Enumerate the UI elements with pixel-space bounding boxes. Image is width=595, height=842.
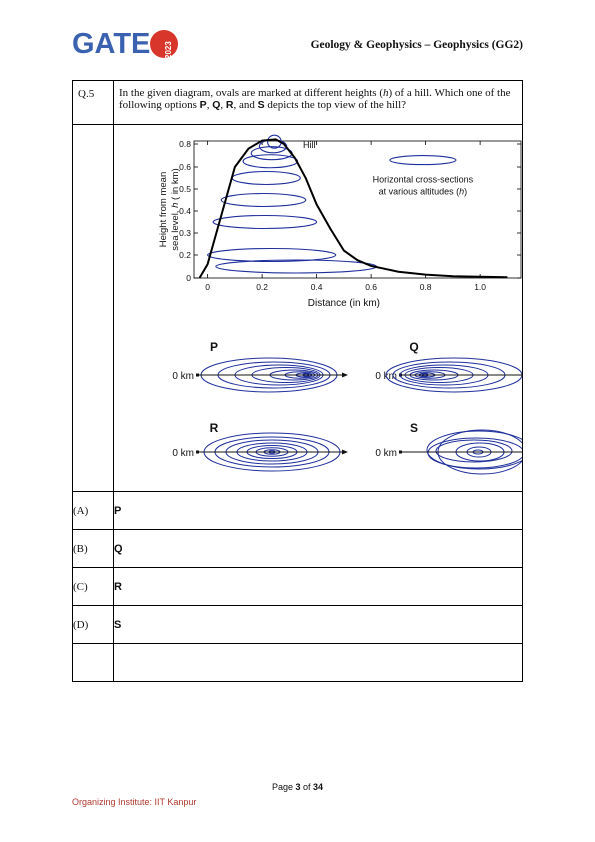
question-option-s: S <box>257 99 265 111</box>
page-current: 3 <box>295 782 301 792</box>
option-panel-p: P 0 km <box>172 340 348 393</box>
question-text-h: h <box>383 87 389 99</box>
x-axis-label: Distance (in km) <box>308 298 380 309</box>
option-row-a[interactable]: (A) P <box>72 491 523 530</box>
y-tick-label: 0.6 <box>179 162 191 172</box>
y-tick-label: 0.5 <box>179 184 191 194</box>
top-view-oval <box>385 357 522 393</box>
figure-row: 0 0.2 0.3 0.4 0.5 0.6 0.8 0 0.2 0.4 0.6 0.8 1.0 Hill H… <box>72 124 523 492</box>
axis-arrow-icon <box>342 449 348 455</box>
question-row: Q.5 In the given diagram, ovals are mark… <box>72 80 523 125</box>
question-table: Q.5 In the given diagram, ovals are mark… <box>72 80 523 682</box>
question-option-r: R <box>225 99 234 111</box>
option-panel-s: S 0 km <box>375 421 522 475</box>
gate-logo: GATE 2023 <box>72 28 182 68</box>
origin-marker <box>196 450 199 454</box>
legend-label: at various altitudes (h) <box>379 186 468 196</box>
option-panel-q: Q0 km <box>375 340 522 393</box>
paper-title: Geology & Geophysics – Geophysics (GG2) <box>310 39 523 51</box>
option-d-label: (D) <box>72 605 114 644</box>
question-text-sep: , and <box>233 99 258 111</box>
y-tick-label: 0.2 <box>179 250 191 260</box>
logo-text: GATE <box>72 28 151 60</box>
legend-label-part: ) <box>464 186 467 196</box>
legend-label: Horizontal cross-sections <box>373 174 474 184</box>
plot-frame <box>193 140 522 279</box>
empty-row <box>72 643 523 682</box>
options-figure: P 0 km Q0 km R 0 km S 0 km <box>172 340 522 475</box>
option-a-text[interactable]: P <box>113 491 523 530</box>
option-b-label: (B) <box>72 529 114 568</box>
hill-label: Hill <box>303 140 316 150</box>
logo-year: 2023 <box>164 41 173 59</box>
zero-km-label: 0 km <box>172 448 194 459</box>
cross-section-oval <box>215 259 378 274</box>
hill-curve <box>198 138 508 279</box>
cross-section-oval <box>220 192 307 208</box>
origin-marker <box>399 450 402 454</box>
origin-marker <box>196 373 199 377</box>
y-axis-label-part: h <box>170 203 181 208</box>
hill-chart: 0 0.2 0.3 0.4 0.5 0.6 0.8 0 0.2 0.4 0.6 0.8 1.0 Hill H… <box>158 134 522 309</box>
page-of: of <box>300 782 314 792</box>
cross-section-oval <box>207 247 337 263</box>
y-tick-label: 0.8 <box>179 139 191 149</box>
x-tick-label: 0.8 <box>420 282 432 292</box>
option-panel-letter: S <box>410 421 418 435</box>
zero-km-label: 0 km <box>172 371 194 382</box>
top-view-oval <box>426 430 522 470</box>
page-number: Page 3 of 34 <box>0 782 595 792</box>
y-axis-label-part: sea level, <box>170 208 181 251</box>
zero-km-label: 0 km <box>375 448 397 459</box>
x-tick-label: 1.0 <box>474 282 486 292</box>
question-number: Q.5 <box>78 88 95 100</box>
option-row-d[interactable]: (D) S <box>72 605 523 644</box>
option-b-text[interactable]: Q <box>113 529 523 568</box>
option-c-text[interactable]: R <box>113 567 523 606</box>
question-text-sep: , <box>206 99 213 111</box>
option-c-label: (C) <box>72 567 114 606</box>
y-axis-label-part: ( in km) <box>170 168 181 202</box>
legend-label-part: at various altitudes ( <box>379 186 460 196</box>
y-tick-label: 0.4 <box>179 206 191 216</box>
x-tick-label: 0 <box>205 282 210 292</box>
y-axis-label: sea level, h ( in km) <box>170 168 181 250</box>
question-option-p: P <box>199 99 207 111</box>
question-text-part: depicts the top view of the hill? <box>264 99 407 111</box>
top-view-oval <box>435 439 513 463</box>
legend-label-h: h <box>459 186 464 196</box>
option-panel-letter: R <box>210 421 219 435</box>
x-tick-label: 0.6 <box>365 282 377 292</box>
x-tick-label: 0.2 <box>256 282 268 292</box>
y-tick-label: 0.3 <box>179 228 191 238</box>
option-a-label: (A) <box>72 491 114 530</box>
option-row-b[interactable]: (B) Q <box>72 529 523 568</box>
option-panel-r: R 0 km <box>172 421 348 472</box>
question-text-sep: , <box>220 99 226 111</box>
logo-circle-icon <box>150 30 178 58</box>
axis-arrow-icon <box>342 372 348 378</box>
page-prefix: Page <box>271 782 296 792</box>
y-tick-label: 0 <box>186 273 191 283</box>
question-option-q: Q <box>212 99 221 111</box>
question-text-part: In the given diagram, ovals are marked a… <box>119 87 384 99</box>
option-panel-letter: Q <box>409 340 418 354</box>
option-d-text[interactable]: S <box>113 605 523 644</box>
legend-oval <box>389 155 457 166</box>
option-row-c[interactable]: (C) R <box>72 567 523 606</box>
cross-section-oval <box>231 170 301 186</box>
organizer: Organizing Institute: IIT Kanpur <box>72 797 197 807</box>
page-total: 34 <box>313 782 324 792</box>
x-tick-label: 0.4 <box>311 282 323 292</box>
y-axis-label: Height from mean <box>158 172 169 248</box>
question-text: In the given diagram, ovals are marked a… <box>114 81 522 111</box>
option-panel-letter: P <box>210 340 218 354</box>
question-figure: 0 0.2 0.3 0.4 0.5 0.6 0.8 0 0.2 0.4 0.6 0.8 1.0 Hill H… <box>158 134 522 475</box>
question-text-part: ) of a hill. Which one of the following … <box>119 87 511 111</box>
top-view-oval <box>427 437 522 469</box>
cross-section-oval <box>212 214 318 230</box>
